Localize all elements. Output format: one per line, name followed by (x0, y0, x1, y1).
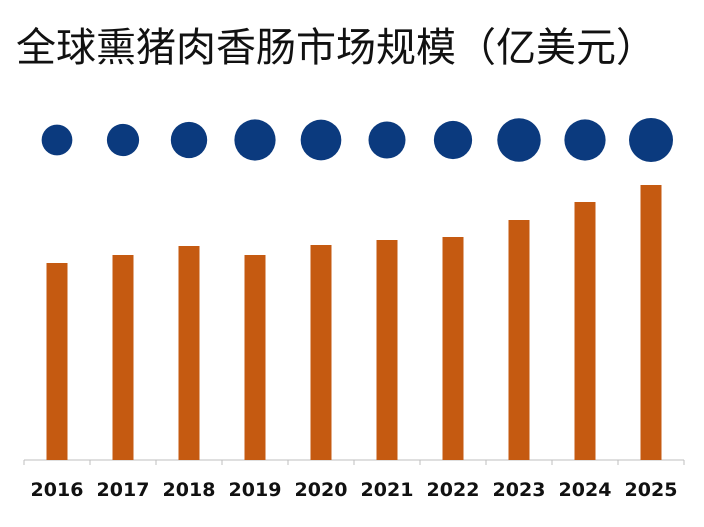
bubble-2023 (497, 118, 541, 162)
bubble-2024 (564, 119, 606, 161)
bubble-2016 (41, 124, 73, 156)
bar-2025 (640, 185, 662, 460)
bar-2022 (442, 237, 464, 460)
x-tick-label-2020: 2020 (295, 479, 348, 501)
bubble-2019 (234, 119, 276, 161)
bubble-2020 (300, 119, 342, 161)
x-tick-label-2016: 2016 (31, 479, 84, 501)
chart-title: 全球熏猪肉香肠市场规模（亿美元） (16, 25, 656, 71)
bar-group (46, 185, 662, 460)
x-tick-label-2021: 2021 (361, 479, 414, 501)
bar-2018 (178, 246, 200, 460)
bar-2021 (376, 240, 398, 460)
x-tick-label-2017: 2017 (97, 479, 150, 501)
bar-2016 (46, 263, 68, 460)
x-axis-tick-labels: 2016 2017 2018 2019 2020 2021 2022 2023 2024 2025 (31, 479, 678, 501)
bar-2024 (574, 202, 596, 460)
bubble-2018 (170, 121, 208, 159)
bar-2023 (508, 220, 530, 460)
x-tick-label-2025: 2025 (625, 479, 678, 501)
x-tick-label-2023: 2023 (493, 479, 546, 501)
bubble-group (41, 118, 673, 162)
bar-2020 (310, 245, 332, 460)
bar-2019 (244, 255, 266, 460)
x-tick-label-2022: 2022 (427, 479, 480, 501)
x-axis-ticks (23, 460, 685, 465)
bubble-2017 (106, 123, 140, 157)
bar-2017 (112, 255, 134, 460)
bubble-2025 (629, 118, 673, 162)
x-tick-label-2019: 2019 (229, 479, 282, 501)
bubble-2021 (368, 121, 406, 159)
x-tick-label-2024: 2024 (559, 479, 612, 501)
x-tick-label-2018: 2018 (163, 479, 216, 501)
bubble-2022 (433, 120, 473, 160)
